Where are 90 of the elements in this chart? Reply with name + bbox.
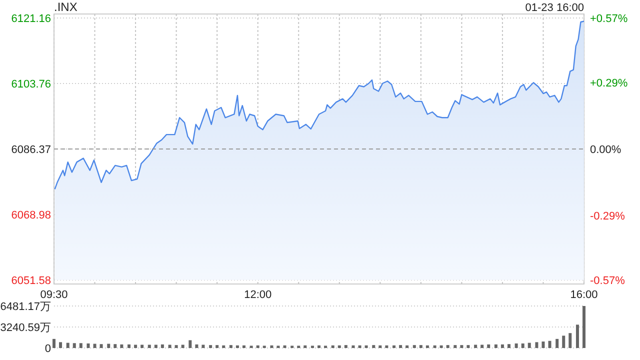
bar bbox=[242, 345, 246, 348]
y2-tick-label: -0.57% bbox=[590, 275, 626, 287]
bar bbox=[222, 345, 226, 348]
y2-tick-label: +0.29% bbox=[590, 77, 628, 90]
bar bbox=[107, 344, 110, 348]
y-tick-label: 3240.59万 bbox=[0, 322, 51, 334]
y-tick-label: 6121.16 bbox=[11, 13, 51, 25]
x-tick-label: 16:00 bbox=[570, 289, 598, 301]
y-tick-label: 6481.17万 bbox=[0, 301, 51, 313]
y-tick-label: 6068.98 bbox=[11, 209, 51, 222]
bar bbox=[548, 340, 552, 348]
bar bbox=[270, 345, 274, 348]
bar bbox=[195, 344, 198, 348]
bar bbox=[79, 343, 82, 348]
bar bbox=[576, 324, 579, 348]
bar bbox=[236, 345, 239, 348]
bar bbox=[344, 345, 348, 348]
bar bbox=[460, 345, 464, 348]
bar bbox=[507, 344, 510, 348]
bar bbox=[419, 345, 422, 348]
bar bbox=[216, 345, 219, 348]
bar bbox=[209, 345, 212, 348]
bar bbox=[338, 345, 341, 348]
bar bbox=[120, 344, 124, 348]
bar bbox=[148, 344, 151, 348]
text: 01-23 16:00 bbox=[525, 2, 584, 14]
bar bbox=[542, 342, 545, 348]
bar bbox=[86, 343, 90, 348]
bar bbox=[202, 344, 205, 348]
bar bbox=[426, 345, 429, 348]
bar bbox=[412, 345, 416, 348]
bar bbox=[433, 345, 436, 348]
y2-tick-label: 0.00% bbox=[590, 144, 622, 156]
x-tick-label: 09:30 bbox=[40, 289, 68, 301]
bar bbox=[66, 342, 70, 348]
bar bbox=[358, 345, 362, 348]
bar bbox=[556, 338, 559, 348]
y2-tick-label: -0.29% bbox=[590, 210, 626, 223]
bar bbox=[181, 344, 184, 348]
bar bbox=[535, 342, 538, 348]
bar bbox=[521, 343, 524, 348]
bar bbox=[378, 345, 382, 348]
bar bbox=[318, 345, 320, 348]
y-tick-label: 6051.58 bbox=[11, 275, 51, 287]
bar bbox=[168, 344, 172, 348]
chart-title: .INX bbox=[54, 0, 78, 14]
bar bbox=[304, 345, 307, 348]
bar bbox=[140, 344, 144, 348]
bar bbox=[582, 306, 586, 348]
bar bbox=[154, 344, 158, 348]
bar bbox=[59, 342, 62, 348]
bar bbox=[283, 345, 286, 348]
bar bbox=[188, 340, 192, 348]
bar bbox=[93, 344, 96, 348]
bar bbox=[385, 345, 388, 348]
y-tick-label: 6086.37 bbox=[11, 144, 51, 156]
bar bbox=[474, 344, 478, 348]
bar bbox=[466, 345, 470, 348]
x-tick-label: 12:00 bbox=[244, 289, 272, 301]
y2-tick-label: +0.57% bbox=[590, 13, 628, 25]
bar bbox=[494, 344, 498, 348]
bar bbox=[454, 345, 457, 348]
bar bbox=[134, 344, 138, 348]
bar bbox=[372, 345, 376, 348]
bar bbox=[128, 344, 131, 348]
bar bbox=[72, 343, 76, 348]
bar bbox=[528, 342, 531, 348]
bar bbox=[364, 345, 368, 348]
bar bbox=[352, 345, 355, 348]
bar bbox=[500, 344, 504, 348]
y-tick-label: 6103.76 bbox=[11, 78, 51, 91]
bar bbox=[160, 344, 164, 348]
bar bbox=[256, 345, 260, 348]
bar bbox=[174, 345, 178, 348]
bar bbox=[406, 345, 409, 348]
bar bbox=[446, 345, 450, 348]
bar bbox=[514, 343, 518, 348]
bar bbox=[52, 338, 56, 348]
bar bbox=[399, 345, 402, 348]
bar bbox=[440, 345, 443, 348]
bar bbox=[487, 344, 490, 348]
y-tick-label: 0 bbox=[44, 343, 51, 355]
bar bbox=[114, 344, 117, 348]
bar bbox=[480, 344, 484, 348]
bar bbox=[331, 345, 334, 348]
bar bbox=[100, 344, 103, 348]
bar bbox=[568, 333, 572, 348]
bar bbox=[229, 345, 232, 348]
bar bbox=[562, 336, 566, 348]
bar bbox=[392, 345, 396, 348]
